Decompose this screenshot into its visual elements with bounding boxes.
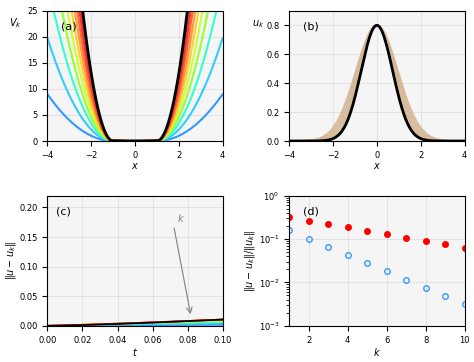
Y-axis label: $u_k$: $u_k$ — [252, 18, 264, 30]
X-axis label: $t$: $t$ — [132, 346, 138, 358]
X-axis label: $k$: $k$ — [373, 346, 381, 358]
Text: $k$: $k$ — [177, 212, 185, 224]
Text: (a): (a) — [62, 21, 77, 31]
Text: (d): (d) — [303, 206, 319, 216]
Text: (c): (c) — [56, 206, 71, 216]
X-axis label: $x$: $x$ — [373, 161, 381, 171]
Y-axis label: $\|u-u_k\|/\|u_k\|$: $\|u-u_k\|/\|u_k\|$ — [243, 230, 257, 292]
X-axis label: $x$: $x$ — [131, 161, 139, 171]
Y-axis label: $\|u-u_k\|$: $\|u-u_k\|$ — [4, 241, 18, 280]
Text: (b): (b) — [303, 21, 319, 31]
Y-axis label: $V_k$: $V_k$ — [9, 17, 22, 30]
